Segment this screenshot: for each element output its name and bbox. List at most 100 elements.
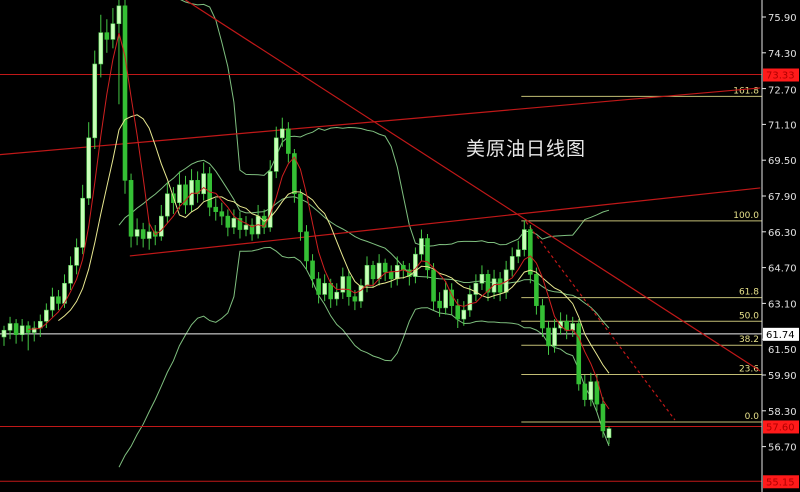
candle-down (600, 403, 606, 432)
candle-down (528, 229, 533, 275)
candle-down (316, 278, 321, 295)
candle-down (104, 32, 110, 40)
fib-level-label: 161.8 (733, 86, 759, 96)
trend-line-solid (0, 87, 761, 156)
candle-up (509, 256, 515, 271)
candle-up (340, 276, 346, 293)
candle-up (376, 262, 382, 280)
candle-up (322, 282, 327, 295)
candle-up (86, 137, 91, 199)
candle-up (273, 137, 279, 172)
candle-up (116, 5, 122, 25)
candle-up (134, 229, 140, 237)
candle-down (286, 128, 291, 154)
candle-down (564, 320, 569, 331)
candle-up (146, 231, 152, 239)
candle-down (346, 276, 352, 297)
candle-up (231, 218, 237, 228)
fib-level-label: 0.0 (745, 412, 760, 422)
candle-up (267, 171, 273, 228)
price-tag-box (763, 68, 799, 82)
bollinger-lower-band (118, 246, 610, 468)
candle-down (249, 224, 255, 235)
y-tick-label: 75.90 (768, 13, 797, 24)
candle-down (497, 278, 503, 293)
price-tag-box (763, 420, 799, 434)
candle-down (213, 206, 219, 212)
y-tick-label: 74.30 (768, 49, 797, 60)
y-tick-label: 67.90 (768, 192, 797, 203)
candle-down (582, 383, 588, 400)
trend-line-solid (129, 187, 761, 257)
candle-down (219, 211, 225, 217)
fib-level-label: 23.6 (739, 365, 759, 375)
candle-up (68, 265, 73, 284)
price-tag-label: 61.74 (766, 330, 795, 341)
candle-up (189, 180, 194, 206)
price-tag-label: 73.33 (766, 71, 795, 82)
candle-down (304, 231, 309, 262)
candle-down (370, 265, 376, 280)
candle-up (98, 32, 104, 65)
y-tick-label: 72.70 (768, 86, 797, 97)
candle-down (352, 296, 358, 302)
candle-up (419, 238, 424, 255)
candle-up (558, 320, 563, 329)
candle-down (388, 271, 394, 280)
y-tick-label: 64.70 (768, 264, 797, 275)
candle-up (110, 23, 116, 40)
price-tag-label: 57.60 (766, 422, 795, 433)
candle-down (455, 305, 461, 320)
candle-down (407, 269, 412, 277)
candle-down (437, 300, 442, 309)
candle-up (165, 193, 170, 217)
price-tag-box (763, 327, 799, 341)
candle-up (44, 309, 49, 322)
candle-up (243, 224, 249, 230)
candle-down (546, 327, 551, 347)
candle-up (364, 265, 370, 286)
candle-up (92, 63, 98, 139)
candle-up (74, 247, 79, 266)
candle-down (122, 5, 128, 181)
candle-up (473, 282, 479, 295)
candle-down (400, 265, 406, 271)
y-tick-label: 69.50 (768, 156, 797, 167)
candle-up (334, 291, 340, 300)
candle-up (479, 274, 485, 284)
candle-up (443, 289, 448, 309)
y-tick-label: 59.90 (768, 371, 797, 382)
candle-up (515, 249, 521, 257)
candle-down (292, 153, 297, 195)
candle-down (310, 260, 315, 280)
y-tick-label: 66.30 (768, 228, 797, 239)
chart-title: 美原油日线图 (466, 138, 587, 160)
candle-down (128, 180, 134, 237)
y-tick-label: 61.50 (768, 345, 797, 356)
y-tick-label: 58.30 (768, 407, 797, 418)
fib-level-label: 100.0 (733, 211, 759, 221)
candle-up (19, 325, 25, 336)
candle-down (382, 262, 388, 273)
candle-down (431, 269, 436, 302)
candle-down (485, 274, 491, 293)
price-axis-background (762, 0, 800, 492)
candle-up (50, 296, 55, 311)
bollinger-middle-band (118, 159, 610, 329)
candle-down (540, 305, 545, 329)
fib-level-label: 50.0 (739, 311, 759, 321)
candle-down (576, 323, 582, 385)
candle-up (201, 173, 206, 195)
candle-down (425, 238, 430, 271)
trend-line-dotted (525, 221, 676, 421)
candle-up (31, 327, 37, 333)
candle-up (7, 323, 13, 331)
candle-up (279, 128, 285, 139)
candle-up (413, 253, 418, 277)
ma-slow-line (58, 114, 610, 374)
candle-up (159, 215, 164, 237)
trend-line-solid (185, 0, 761, 372)
candle-down (298, 193, 303, 233)
candle-up (588, 381, 594, 400)
